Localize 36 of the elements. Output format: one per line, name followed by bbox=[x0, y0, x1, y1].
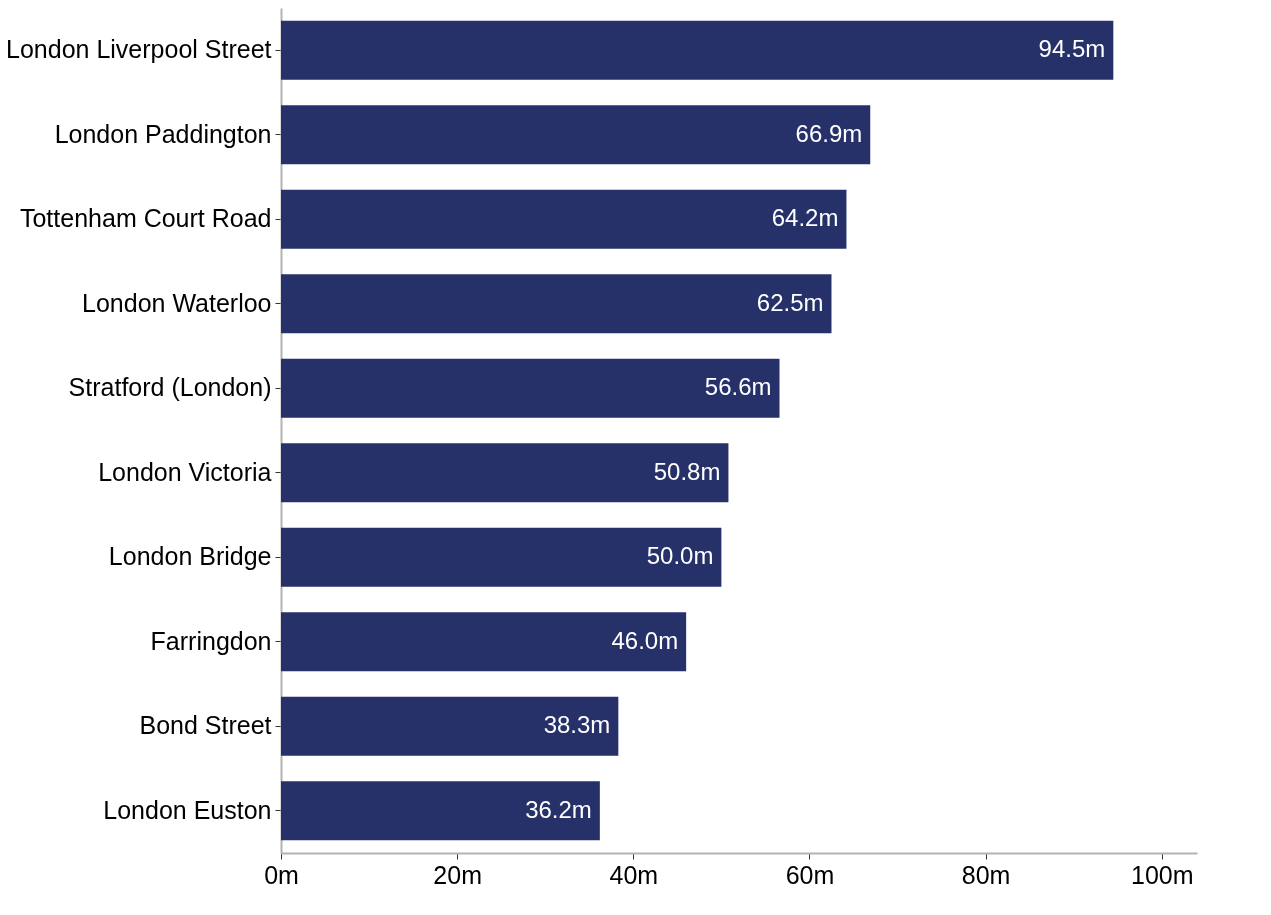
y-tick-label: London Bridge bbox=[108, 542, 272, 571]
data-label: 64.2m bbox=[771, 204, 839, 232]
y-tick-label: London Liverpool Street bbox=[6, 35, 272, 64]
bar bbox=[281, 105, 871, 165]
y-tick-label: London Victoria bbox=[98, 457, 272, 486]
data-label: 56.6m bbox=[704, 373, 772, 401]
data-label: 62.5m bbox=[756, 288, 824, 316]
bar bbox=[281, 612, 687, 672]
x-tick-label: 40m bbox=[609, 860, 659, 889]
x-tick-label: 20m bbox=[433, 860, 482, 889]
data-label: 66.9m bbox=[795, 119, 863, 147]
y-tick-label: London Waterloo bbox=[82, 288, 272, 317]
data-label: 38.3m bbox=[543, 711, 611, 739]
y-tick-label: Bond Street bbox=[139, 711, 272, 740]
x-tick-label: 100m bbox=[1131, 860, 1194, 889]
y-tick-label: London Euston bbox=[103, 795, 272, 824]
y-tick-label: Stratford (London) bbox=[68, 373, 272, 402]
bar bbox=[281, 527, 722, 587]
bar bbox=[281, 696, 619, 756]
y-tick-label: London Paddington bbox=[54, 119, 272, 148]
bar bbox=[281, 20, 1114, 80]
data-label: 94.5m bbox=[1038, 35, 1106, 63]
data-label: 46.0m bbox=[611, 626, 679, 654]
data-label: 36.2m bbox=[525, 795, 592, 823]
data-label: 50.0m bbox=[646, 542, 714, 570]
x-tick-label: 80m bbox=[961, 860, 1011, 889]
y-tick-label: Tottenham Court Road bbox=[19, 204, 272, 233]
bar bbox=[281, 274, 832, 334]
bar bbox=[281, 443, 729, 503]
x-tick-label: 60m bbox=[785, 860, 835, 889]
y-tick-label: Farringdon bbox=[150, 626, 272, 655]
data-label: 50.8m bbox=[653, 457, 721, 485]
bar bbox=[281, 358, 780, 418]
bar bbox=[281, 189, 847, 249]
bar bbox=[281, 781, 600, 841]
x-tick-label: 0m bbox=[264, 860, 299, 889]
